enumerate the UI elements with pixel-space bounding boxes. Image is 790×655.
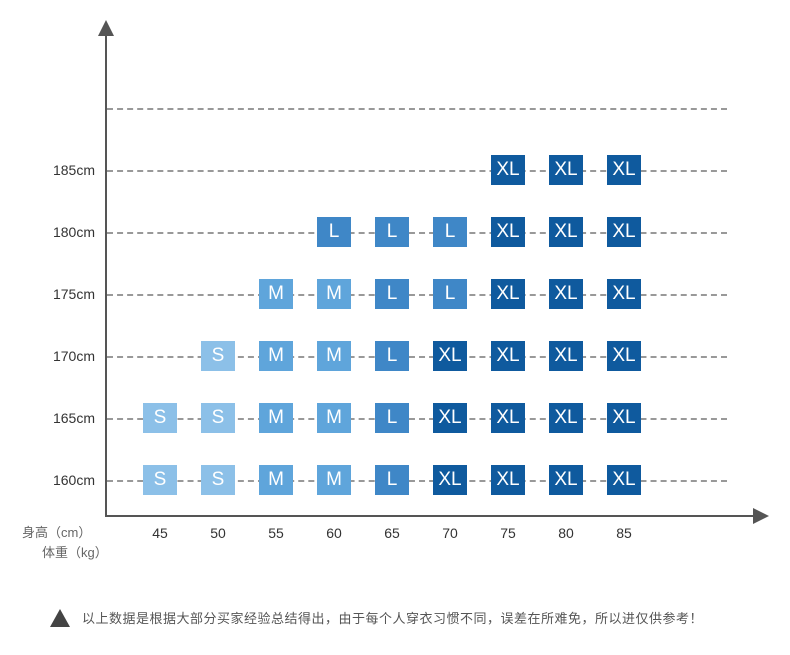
size-cell: S (143, 465, 177, 495)
y-tick-label: 170cm (35, 348, 95, 364)
y-tick-label: 185cm (35, 162, 95, 178)
size-cell: M (259, 403, 293, 433)
x-tick-label: 45 (140, 525, 180, 541)
size-cell: L (375, 465, 409, 495)
size-cell: XL (491, 465, 525, 495)
size-chart: 185cm180cm175cm170cm165cm160cm4550556065… (105, 35, 745, 515)
footer-note: 以上数据是根据大部分买家经验总结得出，由于每个人穿衣习惯不同，误差在所难免，所以… (50, 608, 703, 627)
size-cell: M (317, 403, 351, 433)
size-cell: XL (607, 155, 641, 185)
size-cell: XL (549, 217, 583, 247)
size-cell: S (143, 403, 177, 433)
y-tick-label: 165cm (35, 410, 95, 426)
x-axis-label: 体重（kg） (42, 542, 108, 561)
size-cell: M (317, 279, 351, 309)
size-cell: M (317, 341, 351, 371)
x-tick-label: 55 (256, 525, 296, 541)
size-cell: XL (549, 155, 583, 185)
size-cell: XL (491, 341, 525, 371)
size-cell: XL (607, 279, 641, 309)
size-cell: L (317, 217, 351, 247)
x-axis-arrow-icon (753, 508, 769, 524)
size-cell: XL (433, 403, 467, 433)
y-axis-label: 身高（cm） (22, 522, 91, 541)
size-cell: XL (607, 403, 641, 433)
x-tick-label: 85 (604, 525, 644, 541)
size-cell: S (201, 465, 235, 495)
warning-icon (50, 609, 70, 627)
size-cell: L (375, 279, 409, 309)
size-cell: XL (607, 341, 641, 371)
x-tick-label: 65 (372, 525, 412, 541)
y-tick-label: 180cm (35, 224, 95, 240)
size-cell: XL (433, 341, 467, 371)
size-cell: M (259, 465, 293, 495)
size-cell: XL (491, 217, 525, 247)
x-tick-label: 70 (430, 525, 470, 541)
size-cell: S (201, 403, 235, 433)
size-cell: XL (549, 279, 583, 309)
size-cell: L (375, 341, 409, 371)
size-cell: XL (491, 403, 525, 433)
size-cell: L (375, 217, 409, 247)
size-cell: L (433, 217, 467, 247)
x-tick-label: 50 (198, 525, 238, 541)
size-cell: XL (433, 465, 467, 495)
size-cell: L (433, 279, 467, 309)
x-tick-label: 75 (488, 525, 528, 541)
y-tick-label: 160cm (35, 472, 95, 488)
size-cell: S (201, 341, 235, 371)
size-cell: XL (607, 465, 641, 495)
size-cell: M (259, 341, 293, 371)
size-cell: M (259, 279, 293, 309)
y-tick-label: 175cm (35, 286, 95, 302)
size-cell: L (375, 403, 409, 433)
x-tick-label: 60 (314, 525, 354, 541)
size-cell: XL (491, 279, 525, 309)
size-cell: XL (491, 155, 525, 185)
size-cell: XL (549, 403, 583, 433)
gridline (107, 108, 727, 110)
size-cell: XL (607, 217, 641, 247)
size-cell: XL (549, 341, 583, 371)
y-axis (105, 25, 107, 515)
y-axis-arrow-icon (98, 20, 114, 36)
x-tick-label: 80 (546, 525, 586, 541)
footer-text: 以上数据是根据大部分买家经验总结得出，由于每个人穿衣习惯不同，误差在所难免，所以… (82, 608, 703, 627)
x-axis (105, 515, 755, 517)
size-cell: XL (549, 465, 583, 495)
size-cell: M (317, 465, 351, 495)
